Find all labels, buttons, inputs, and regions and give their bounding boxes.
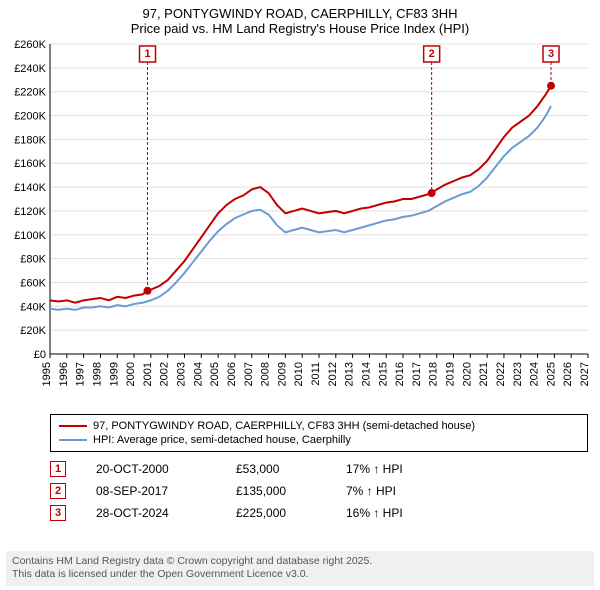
svg-text:2004: 2004 bbox=[192, 362, 204, 386]
svg-text:2024: 2024 bbox=[529, 362, 541, 386]
svg-text:2022: 2022 bbox=[495, 362, 507, 386]
svg-text:2000: 2000 bbox=[125, 362, 137, 386]
svg-text:2023: 2023 bbox=[512, 362, 524, 386]
svg-text:1998: 1998 bbox=[91, 362, 103, 386]
marker-row: 2 08-SEP-2017 £135,000 7% ↑ HPI bbox=[50, 480, 588, 502]
svg-text:1996: 1996 bbox=[58, 362, 70, 386]
svg-text:£160K: £160K bbox=[14, 158, 46, 170]
markers-table: 1 20-OCT-2000 £53,000 17% ↑ HPI 2 08-SEP-2017… bbox=[50, 458, 588, 524]
chart-svg: £0 £20K £40K £60K £80K £100K £120K £140K £160K £1… bbox=[0, 36, 600, 406]
svg-text:£120K: £120K bbox=[14, 206, 46, 218]
attribution: Contains HM Land Registry data © Crown c… bbox=[6, 551, 594, 586]
marker-price: £225,000 bbox=[236, 506, 316, 520]
svg-text:2014: 2014 bbox=[360, 362, 372, 386]
marker-pct: 17% ↑ HPI bbox=[346, 462, 403, 476]
marker-pct: 16% ↑ HPI bbox=[346, 506, 403, 520]
svg-text:£240K: £240K bbox=[14, 63, 46, 75]
marker-badge: 1 bbox=[50, 461, 66, 477]
svg-text:£0: £0 bbox=[34, 349, 46, 361]
svg-text:2006: 2006 bbox=[226, 362, 238, 386]
marker-badge: 2 bbox=[50, 483, 66, 499]
svg-text:2019: 2019 bbox=[445, 362, 457, 386]
marker-badge: 3 bbox=[50, 505, 66, 521]
marker-price: £53,000 bbox=[236, 462, 316, 476]
legend: 97, PONTYGWINDY ROAD, CAERPHILLY, CF83 3… bbox=[50, 414, 588, 452]
svg-text:2012: 2012 bbox=[327, 362, 339, 386]
svg-text:£220K: £220K bbox=[14, 87, 46, 99]
svg-text:2013: 2013 bbox=[344, 362, 356, 386]
svg-text:3: 3 bbox=[548, 48, 554, 60]
svg-text:2002: 2002 bbox=[159, 362, 171, 386]
legend-row: 97, PONTYGWINDY ROAD, CAERPHILLY, CF83 3… bbox=[59, 419, 579, 433]
svg-text:2009: 2009 bbox=[276, 362, 288, 386]
svg-text:2007: 2007 bbox=[243, 362, 255, 386]
svg-text:1995: 1995 bbox=[41, 362, 53, 386]
svg-text:2011: 2011 bbox=[310, 362, 322, 386]
svg-text:£140K: £140K bbox=[14, 182, 46, 194]
marker-date: 20-OCT-2000 bbox=[96, 462, 206, 476]
svg-text:1997: 1997 bbox=[75, 362, 87, 386]
svg-text:£40K: £40K bbox=[20, 301, 46, 313]
title-line-2: Price paid vs. HM Land Registry's House … bbox=[0, 21, 600, 36]
chart-area: £0 £20K £40K £60K £80K £100K £120K £140K £160K £1… bbox=[0, 36, 600, 406]
svg-text:2010: 2010 bbox=[293, 362, 305, 386]
legend-row: HPI: Average price, semi-detached house,… bbox=[59, 433, 579, 447]
svg-text:2026: 2026 bbox=[562, 362, 574, 386]
svg-text:£100K: £100K bbox=[14, 230, 46, 242]
svg-text:1999: 1999 bbox=[108, 362, 120, 386]
svg-text:2003: 2003 bbox=[176, 362, 188, 386]
svg-text:2027: 2027 bbox=[579, 362, 591, 386]
title-line-1: 97, PONTYGWINDY ROAD, CAERPHILLY, CF83 3… bbox=[0, 6, 600, 21]
svg-text:2017: 2017 bbox=[411, 362, 423, 386]
marker-date: 08-SEP-2017 bbox=[96, 484, 206, 498]
marker-row: 1 20-OCT-2000 £53,000 17% ↑ HPI bbox=[50, 458, 588, 480]
marker-pct: 7% ↑ HPI bbox=[346, 484, 396, 498]
svg-text:2016: 2016 bbox=[394, 362, 406, 386]
legend-label: 97, PONTYGWINDY ROAD, CAERPHILLY, CF83 3… bbox=[93, 420, 475, 432]
svg-text:£20K: £20K bbox=[20, 325, 46, 337]
svg-text:2001: 2001 bbox=[142, 362, 154, 386]
svg-text:2018: 2018 bbox=[428, 362, 440, 386]
svg-text:2005: 2005 bbox=[209, 362, 221, 386]
svg-text:2015: 2015 bbox=[377, 362, 389, 386]
legend-swatch bbox=[59, 425, 87, 427]
svg-text:£260K: £260K bbox=[14, 39, 46, 51]
attribution-line-2: This data is licensed under the Open Gov… bbox=[12, 568, 588, 582]
legend-label: HPI: Average price, semi-detached house,… bbox=[93, 434, 351, 446]
svg-text:1: 1 bbox=[144, 48, 150, 60]
svg-text:2025: 2025 bbox=[545, 362, 557, 386]
title-block: 97, PONTYGWINDY ROAD, CAERPHILLY, CF83 3… bbox=[0, 0, 600, 36]
svg-text:2: 2 bbox=[429, 48, 435, 60]
svg-text:£60K: £60K bbox=[20, 277, 46, 289]
legend-swatch bbox=[59, 439, 87, 441]
svg-text:£80K: £80K bbox=[20, 254, 46, 266]
marker-price: £135,000 bbox=[236, 484, 316, 498]
svg-text:£200K: £200K bbox=[14, 111, 46, 123]
svg-text:£180K: £180K bbox=[14, 134, 46, 146]
svg-text:2008: 2008 bbox=[260, 362, 272, 386]
svg-text:2021: 2021 bbox=[478, 362, 490, 386]
marker-row: 3 28-OCT-2024 £225,000 16% ↑ HPI bbox=[50, 502, 588, 524]
page-root: 97, PONTYGWINDY ROAD, CAERPHILLY, CF83 3… bbox=[0, 0, 600, 590]
marker-date: 28-OCT-2024 bbox=[96, 506, 206, 520]
svg-text:2020: 2020 bbox=[461, 362, 473, 386]
attribution-line-1: Contains HM Land Registry data © Crown c… bbox=[12, 555, 588, 569]
